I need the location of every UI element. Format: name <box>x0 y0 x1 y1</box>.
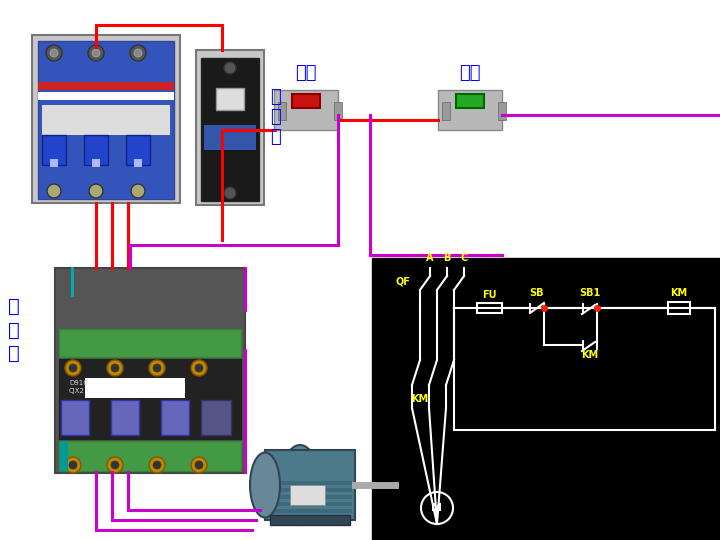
Bar <box>59 329 241 357</box>
Text: M: M <box>431 503 443 513</box>
Bar <box>134 159 142 167</box>
Circle shape <box>107 457 123 473</box>
Bar <box>216 88 244 110</box>
Bar <box>55 268 245 473</box>
Bar <box>161 400 189 435</box>
Bar <box>84 135 108 165</box>
Circle shape <box>88 45 104 61</box>
Bar <box>204 125 256 150</box>
Bar <box>32 35 180 203</box>
Bar <box>196 50 264 205</box>
Bar <box>267 488 352 492</box>
Circle shape <box>131 184 145 198</box>
Ellipse shape <box>250 453 280 517</box>
Bar <box>85 378 185 398</box>
Bar <box>292 94 320 108</box>
Bar <box>59 441 241 471</box>
Bar <box>50 159 58 167</box>
Bar <box>267 481 352 485</box>
Circle shape <box>224 62 236 74</box>
Bar <box>126 135 150 165</box>
Bar <box>42 135 66 165</box>
Bar <box>270 515 350 525</box>
Circle shape <box>89 184 103 198</box>
Circle shape <box>111 461 119 469</box>
Bar <box>61 400 89 435</box>
Text: 启动: 启动 <box>459 64 481 82</box>
Bar <box>334 102 342 120</box>
Bar <box>38 92 174 100</box>
Bar <box>92 159 100 167</box>
Circle shape <box>111 364 119 372</box>
Circle shape <box>153 461 161 469</box>
Bar <box>274 90 338 130</box>
Circle shape <box>47 184 61 198</box>
Circle shape <box>107 360 123 376</box>
Bar <box>201 400 231 435</box>
Text: QF: QF <box>395 277 410 287</box>
Bar <box>38 82 174 90</box>
Circle shape <box>69 364 77 372</box>
Bar <box>456 94 484 108</box>
Circle shape <box>65 457 81 473</box>
Circle shape <box>153 364 161 372</box>
Text: 断
路
器: 断 路 器 <box>270 88 281 146</box>
Circle shape <box>195 461 203 469</box>
Bar <box>372 258 720 540</box>
Ellipse shape <box>280 445 320 525</box>
Circle shape <box>130 45 146 61</box>
Text: B: B <box>444 253 451 263</box>
Text: KM: KM <box>411 394 428 404</box>
Circle shape <box>191 360 207 376</box>
Text: FU: FU <box>482 290 497 300</box>
Bar <box>42 105 170 135</box>
Bar <box>201 58 259 201</box>
Circle shape <box>46 45 62 61</box>
Bar <box>498 102 506 120</box>
Bar <box>265 450 355 520</box>
Bar <box>267 502 352 506</box>
Bar <box>477 303 502 313</box>
Circle shape <box>224 187 236 199</box>
Bar <box>38 41 174 199</box>
Text: C: C <box>460 253 467 263</box>
Bar <box>267 509 352 513</box>
Text: KM: KM <box>670 288 688 298</box>
Bar <box>290 485 325 505</box>
Bar <box>438 90 502 130</box>
Text: CJX2: CJX2 <box>69 388 85 394</box>
Circle shape <box>195 364 203 372</box>
Text: 停止: 停止 <box>295 64 317 82</box>
Bar <box>267 495 352 499</box>
Bar <box>442 102 450 120</box>
Circle shape <box>149 457 165 473</box>
Bar <box>111 400 139 435</box>
Circle shape <box>134 49 142 57</box>
Circle shape <box>191 457 207 473</box>
Bar <box>278 102 286 120</box>
Circle shape <box>50 49 58 57</box>
Circle shape <box>92 49 100 57</box>
Bar <box>668 302 690 314</box>
Circle shape <box>69 461 77 469</box>
Text: KM: KM <box>582 350 598 360</box>
Text: 接
触
器: 接 触 器 <box>8 297 19 363</box>
Text: A: A <box>426 253 433 263</box>
Circle shape <box>149 360 165 376</box>
Bar <box>59 359 241 439</box>
Text: D910: D910 <box>69 380 88 386</box>
Text: SB1: SB1 <box>580 288 600 298</box>
Bar <box>60 441 68 471</box>
Text: SB: SB <box>530 288 544 298</box>
Circle shape <box>65 360 81 376</box>
